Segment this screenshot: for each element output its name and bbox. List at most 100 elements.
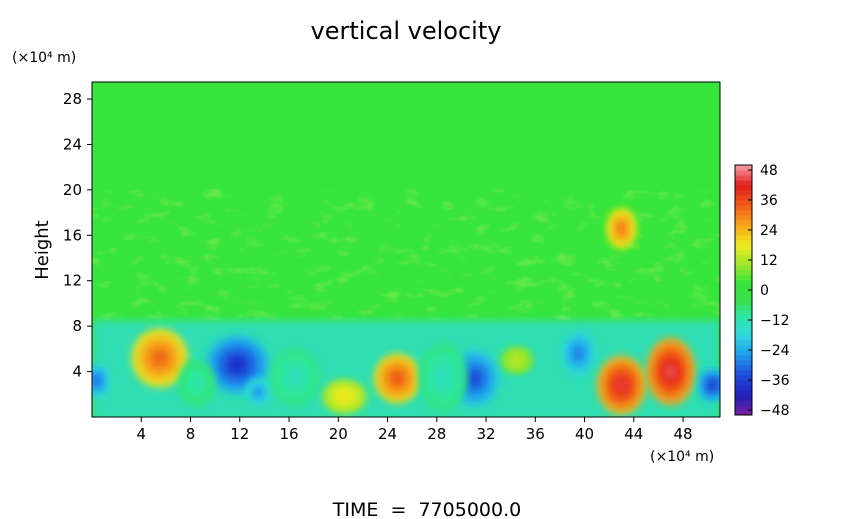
colorbar-segment-49 <box>735 165 752 171</box>
velocity-cell-7-level-4 <box>574 348 582 358</box>
x-tick-label-40: 40 <box>575 425 594 443</box>
colorbar-segment-13 <box>735 345 752 351</box>
y-tick-label-20: 20 <box>63 181 82 199</box>
y-tick-label-12: 12 <box>63 272 82 290</box>
colorbar-segment-20 <box>735 310 752 316</box>
colorbar-segment-41 <box>735 205 752 211</box>
colorbar-segment-18 <box>735 320 752 326</box>
velocity-cell-13-level-4 <box>192 378 201 388</box>
colorbar-segment-4 <box>735 390 752 396</box>
colorbar-segment-10 <box>735 360 752 366</box>
x-tick-label-8: 8 <box>186 425 196 443</box>
colorbar-label-5: −12 <box>760 313 790 329</box>
colorbar-segment-21 <box>735 305 752 311</box>
x-tick-label-28: 28 <box>427 425 446 443</box>
colorbar-segment-8 <box>735 370 752 376</box>
colorbar-segment-15 <box>735 335 752 341</box>
colorbar-segment-40 <box>735 210 752 216</box>
y-tick-label-24: 24 <box>63 135 82 153</box>
colorbar-label-6: −24 <box>760 343 790 359</box>
y-axis: 4 8 12 16 20 24 28 <box>63 90 92 381</box>
time-label: TIME = 7705000.0 <box>332 499 521 519</box>
velocity-cells <box>92 208 720 415</box>
velocity-cell-2-level-4 <box>255 389 261 395</box>
colorbar-segment-25 <box>735 285 752 291</box>
x-tick-label-20: 20 <box>329 425 348 443</box>
x-tick-label-36: 36 <box>526 425 545 443</box>
colorbar-segment-34 <box>735 240 752 246</box>
x-unit-label: (×10⁴ m) <box>650 449 714 465</box>
colorbar-label-1: 36 <box>760 193 778 209</box>
colorbar-segment-23 <box>735 295 752 301</box>
colorbar-segment-1 <box>735 405 752 411</box>
colorbar-segment-26 <box>735 280 752 286</box>
colorbar-segment-32 <box>735 250 752 256</box>
velocity-cell-14-level-4 <box>438 370 448 385</box>
velocity-cell-5-level-4 <box>468 372 479 385</box>
colorbar-segment-33 <box>735 245 752 251</box>
colorbar-segment-43 <box>735 195 752 201</box>
velocity-cell-10-level-4 <box>709 381 716 389</box>
chart-title: vertical velocity <box>311 17 502 45</box>
colorbar-segment-37 <box>735 225 752 231</box>
x-tick-label-44: 44 <box>624 425 643 443</box>
velocity-cell-15-level-4 <box>290 371 301 383</box>
colorbar-segment-36 <box>735 230 752 236</box>
x-tick-label-48: 48 <box>674 425 693 443</box>
colorbar-segment-35 <box>735 235 752 241</box>
x-tick-label-4: 4 <box>136 425 146 443</box>
colorbar-label-2: 24 <box>760 223 778 239</box>
velocity-cell-6-level-4 <box>513 357 521 363</box>
colorbar-label-0: 48 <box>760 163 778 179</box>
colorbar-segment-38 <box>735 220 752 226</box>
colorbar-segment-39 <box>735 215 752 221</box>
colorbar-segment-6 <box>735 380 752 386</box>
x-tick-label-32: 32 <box>476 425 495 443</box>
colorbar-segment-5 <box>735 385 752 391</box>
y-unit-label: (×10⁴ m) <box>12 50 76 66</box>
velocity-cell-12-level-4 <box>618 224 625 233</box>
y-tick-label-8: 8 <box>72 317 82 335</box>
velocity-cell-4-level-4 <box>392 373 403 384</box>
colorbar-segment-3 <box>735 395 752 401</box>
y-axis-title: Height <box>32 220 53 280</box>
x-tick-label-24: 24 <box>378 425 397 443</box>
colorbar-segment-14 <box>735 340 752 346</box>
colorbar-segment-22 <box>735 300 752 306</box>
velocity-cell-3-level-4 <box>339 393 349 400</box>
colorbar-segment-12 <box>735 350 752 356</box>
colorbar: 48 36 24 12 0 −12 −24 −36 −48 <box>734 163 790 419</box>
velocity-cell-0-level-4 <box>154 352 166 364</box>
colorbar-segment-27 <box>735 275 752 281</box>
colorbar-label-4: 0 <box>760 283 769 299</box>
colorbar-segment-0 <box>735 410 752 416</box>
colorbar-segment-46 <box>735 180 752 186</box>
x-tick-label-16: 16 <box>279 425 298 443</box>
colorbar-segment-47 <box>735 175 752 181</box>
plot-frame <box>91 81 721 418</box>
colorbar-segment-44 <box>735 190 752 196</box>
colorbar-segment-30 <box>735 260 752 266</box>
colorbar-segment-9 <box>735 365 752 371</box>
velocity-cell-8-level-4 <box>616 379 627 392</box>
x-tick-label-12: 12 <box>230 425 249 443</box>
colorbar-segment-29 <box>735 265 752 271</box>
y-tick-label-16: 16 <box>63 226 82 244</box>
colorbar-segment-7 <box>735 375 752 381</box>
colorbar-segment-42 <box>735 200 752 206</box>
velocity-cell-9-level-4 <box>665 364 676 379</box>
colorbar-label-3: 12 <box>760 253 778 269</box>
colorbar-segment-31 <box>735 255 752 261</box>
plot-area <box>91 81 721 418</box>
velocity-cell-1-level-4 <box>230 358 244 371</box>
colorbar-segment-16 <box>735 330 752 336</box>
x-axis: 4 8 12 16 20 24 28 32 36 40 44 48 <box>136 417 693 443</box>
y-tick-label-4: 4 <box>72 363 82 381</box>
colorbar-segment-48 <box>735 170 752 176</box>
velocity-cell-11-level-4 <box>94 377 100 385</box>
colorbar-label-8: −48 <box>760 403 790 419</box>
colorbar-segment-24 <box>735 290 752 296</box>
colorbar-segment-17 <box>735 325 752 331</box>
colorbar-segment-28 <box>735 270 752 276</box>
